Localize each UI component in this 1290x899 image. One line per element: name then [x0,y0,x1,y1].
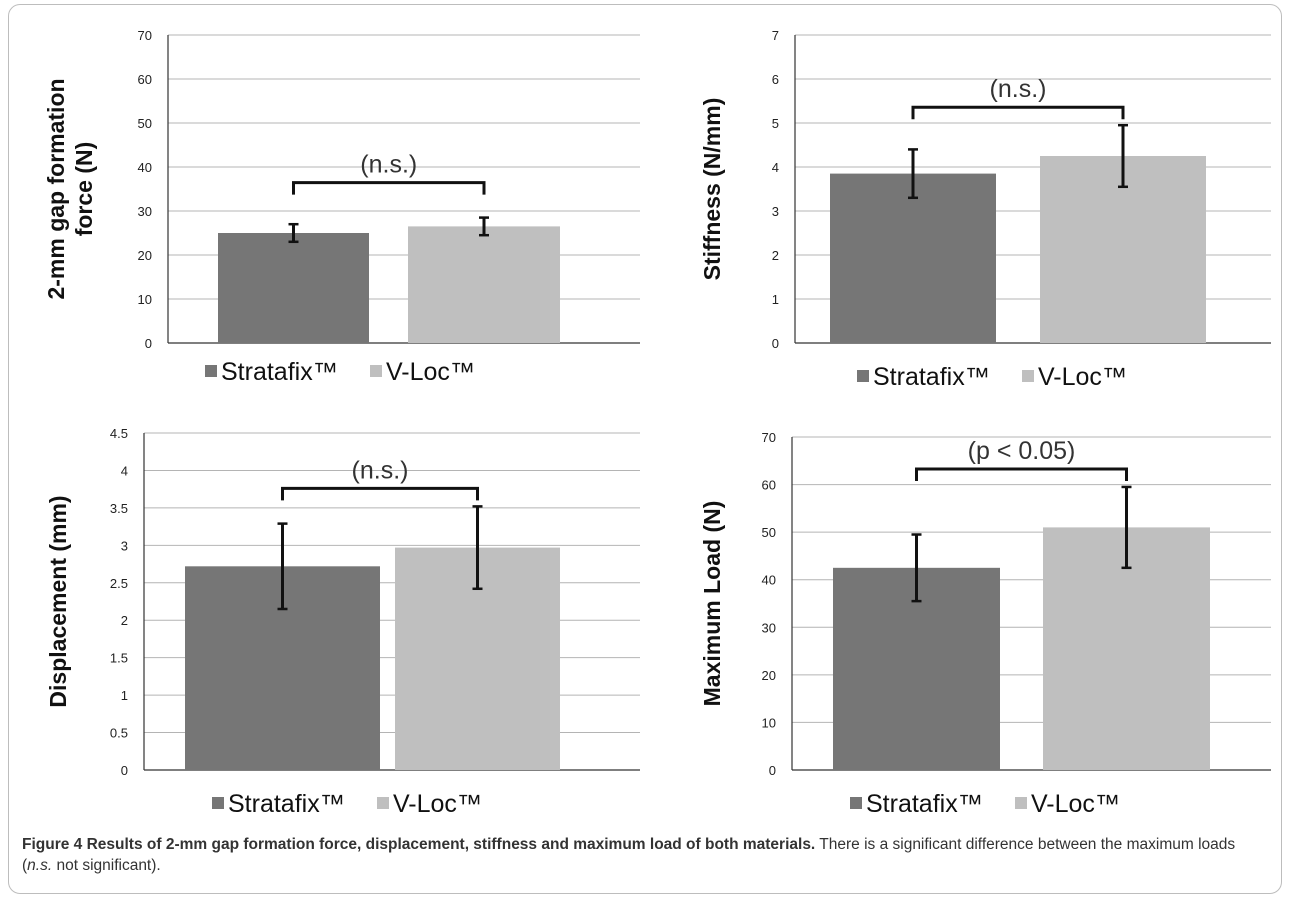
figure-frame [8,4,1282,894]
y-tick-label: 4 [121,463,128,478]
y-tick-label: 20 [762,668,776,683]
legend-label-vloc: V-Loc™ [1038,363,1127,391]
y-tick-label: 70 [762,430,776,445]
legend-swatch-vloc [1022,370,1034,382]
significance-annotation: (p < 0.05) [968,437,1076,465]
y-tick-label: 0 [769,763,776,778]
bar-stratafix [218,233,369,343]
significance-annotation: (n.s.) [990,75,1047,103]
y-tick-label: 30 [138,204,152,219]
legend: Stratafix™ V-Loc™ [850,790,1120,818]
y-tick-label: 1 [121,688,128,703]
chart-2: 0 1 2 3 4 5 6 7 Stiffness (N/mm) (n.s.) Stratafix™… [699,28,1271,391]
significance-bracket [292,181,486,195]
y-tick-label: 2.5 [110,576,128,591]
bar-vloc [408,226,560,343]
y-tick-label: 50 [762,525,776,540]
y-tick-label: 7 [772,28,779,43]
y-axis-label: Stiffness (N/mm) [699,98,725,281]
y-tick-label: 20 [138,248,152,263]
caption-text: There is a significant difference betwee… [22,836,1236,874]
legend: Stratafix™ V-Loc™ [857,363,1127,391]
y-tick-label: 1 [772,292,779,307]
legend-label-stratafix: Stratafix™ [228,790,345,818]
y-tick-label: 0 [145,336,152,351]
y-tick-label: 5 [772,116,779,131]
y-tick-label: 0 [772,336,779,351]
y-tick-label: 10 [762,715,776,730]
caption-italic: n.s. [27,857,53,874]
y-tick-label: 40 [138,160,152,175]
legend-swatch-stratafix [212,797,224,809]
legend-label-stratafix: Stratafix™ [221,358,338,386]
y-tick-label: 60 [762,478,776,493]
legend-swatch-stratafix [850,797,862,809]
y-tick-label: 3 [121,538,128,553]
significance-annotation: (n.s.) [352,456,409,484]
chart-1: 0 10 20 30 40 50 60 70 2-mm gap formationforce (… [43,28,640,386]
legend-label-vloc: V-Loc™ [1031,790,1120,818]
legend-label-vloc: V-Loc™ [393,790,482,818]
legend: Stratafix™ V-Loc™ [205,358,475,386]
legend-swatch-stratafix [205,365,217,377]
y-tick-label: 2 [121,613,128,628]
chart-3: 0 0.5 1 1.5 2 2.5 3 3.5 4 4.5 Displacement (mm) (n.… [45,426,640,818]
y-tick-label: 1.5 [110,651,128,666]
y-axis-label: Displacement (mm) [45,495,71,707]
y-tick-label: 3 [772,204,779,219]
legend-label-stratafix: Stratafix™ [873,363,990,391]
caption-label: Figure 4 Results of 2-mm gap formation f… [22,836,816,853]
y-axis-label: 2-mm gap formationforce (N) [43,78,97,299]
y-tick-label: 70 [138,28,152,43]
significance-bracket [281,486,479,501]
figure-caption: Figure 4 Results of 2-mm gap formation f… [22,834,1267,876]
y-tick-label: 3.5 [110,501,128,516]
legend-label-stratafix: Stratafix™ [866,790,983,818]
significance-bracket [915,467,1128,481]
legend-swatch-stratafix [857,370,869,382]
y-tick-label: 6 [772,72,779,87]
y-tick-label: 40 [762,573,776,588]
legend-swatch-vloc [370,365,382,377]
y-tick-label: 10 [138,292,152,307]
legend-swatch-vloc [1015,797,1027,809]
bar-stratafix [830,173,996,343]
significance-annotation: (n.s.) [360,151,417,179]
legend-swatch-vloc [377,797,389,809]
y-axis-label: Maximum Load (N) [699,501,725,707]
y-tick-label: 4.5 [110,426,128,441]
y-tick-label: 2 [772,248,779,263]
significance-bracket [911,105,1125,120]
caption-text-end: not significant). [52,857,161,874]
y-tick-label: 0.5 [110,726,128,741]
chart-4: 0 10 20 30 40 50 60 70 Maximum Load (N) (p < 0.05… [699,430,1271,818]
y-tick-label: 50 [138,116,152,131]
y-tick-label: 60 [138,72,152,87]
legend: Stratafix™ V-Loc™ [212,790,482,818]
y-tick-label: 4 [772,160,779,175]
y-tick-label: 0 [121,763,128,778]
legend-label-vloc: V-Loc™ [386,358,475,386]
y-tick-label: 30 [762,620,776,635]
